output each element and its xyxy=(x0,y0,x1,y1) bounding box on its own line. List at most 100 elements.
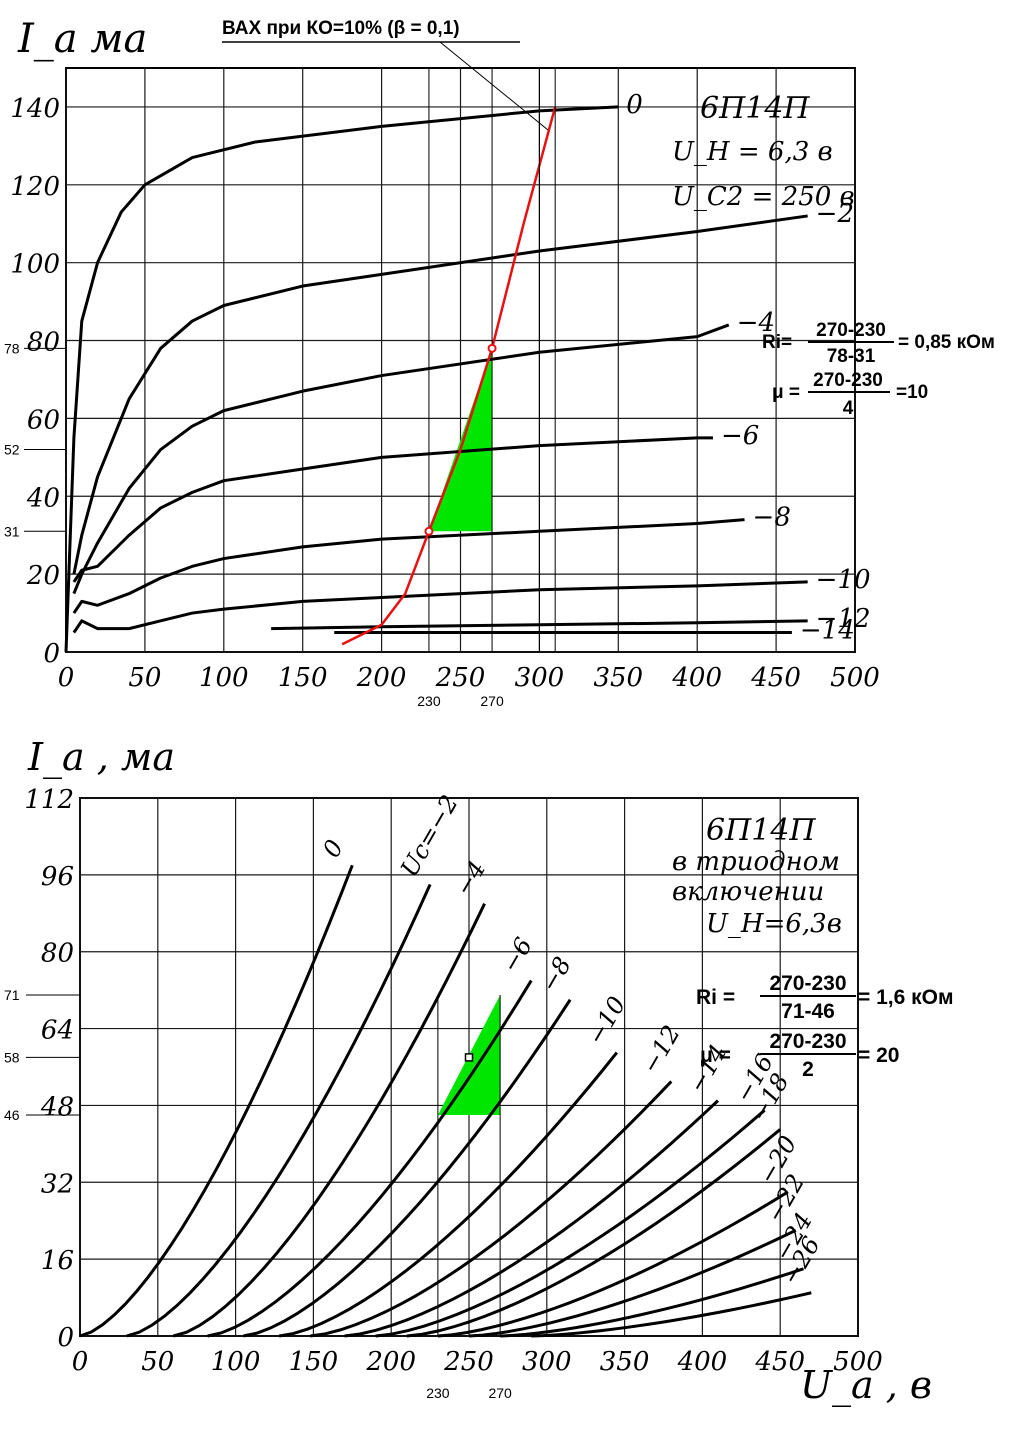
triode-curve-label: 0 xyxy=(317,835,349,862)
bottom-mark-top: 230 xyxy=(417,693,441,709)
operating-point-bottom xyxy=(464,1053,474,1062)
curve-label-top: −2 xyxy=(816,199,854,229)
bottom-mark-bottom: 270 xyxy=(488,1385,512,1401)
triode-curve xyxy=(310,1080,673,1338)
curve-ug--6 xyxy=(72,436,713,583)
subtitle-bottom: U_Н=6,3в xyxy=(706,909,842,939)
x-tick-label-top: 150 xyxy=(278,663,328,693)
ri-formula-num-top: 270-230 xyxy=(816,320,886,341)
mu-formula-suffix-top: =10 xyxy=(896,382,928,403)
triode-curve xyxy=(344,1099,719,1338)
x-tick-label-top: 50 xyxy=(128,663,161,693)
mu-formula-num-bottom: 270-230 xyxy=(769,1030,846,1053)
curve-label-top: −14 xyxy=(800,616,855,646)
x-axis-label-bottom: U_a , в xyxy=(800,1363,932,1408)
y-tick-label-top: 80 xyxy=(27,328,60,358)
operating-point-top xyxy=(424,526,434,536)
left-mark-bottom: 58 xyxy=(4,1049,20,1065)
curve-label-top: −4 xyxy=(737,308,775,338)
curve-ug--2 xyxy=(72,214,808,575)
x-tick-label-bottom: 200 xyxy=(365,1347,416,1377)
triode-curve xyxy=(375,1109,766,1338)
triode-curve-label: −10 xyxy=(582,992,632,1050)
triode-curve xyxy=(468,1228,797,1338)
triode-curve xyxy=(278,1051,618,1338)
x-tick-label-top: 450 xyxy=(750,663,801,693)
ri-formula-prefix-bottom: Ri = xyxy=(696,986,735,1009)
triode-curve xyxy=(500,1267,805,1338)
curve-label-top: −6 xyxy=(721,421,759,451)
x-tick-label-top: 350 xyxy=(593,663,643,693)
subtitle-bottom: в триодном xyxy=(672,847,840,877)
ri-formula-suffix-top: = 0,85 кОм xyxy=(898,332,995,353)
x-tick-label-bottom: 100 xyxy=(211,1347,261,1377)
ri-formula-num-bottom: 270-230 xyxy=(769,972,846,995)
triode-curve xyxy=(126,883,432,1338)
triode-curve xyxy=(79,864,354,1338)
mu-formula-num-top: 270-230 xyxy=(813,370,883,391)
x-tick-label-top: 0 xyxy=(58,663,75,693)
curve-ug--10 xyxy=(72,580,808,634)
vax-curve xyxy=(341,106,557,646)
curve-ug--4 xyxy=(72,323,730,595)
triode-curve-label: −6 xyxy=(496,933,538,978)
x-tick-label-bottom: 450 xyxy=(754,1347,805,1377)
curve-label-top: −12 xyxy=(816,604,871,634)
x-tick-label-top: 200 xyxy=(356,663,407,693)
triode-curve-label: −12 xyxy=(636,1021,686,1079)
triode-curve xyxy=(243,998,572,1338)
operating-point-top xyxy=(487,343,497,353)
x-tick-label-bottom: 350 xyxy=(600,1347,650,1377)
triode-curve xyxy=(437,1190,789,1338)
curve-label-top: −8 xyxy=(753,503,791,533)
ri-triangle-top xyxy=(428,348,493,532)
x-tick-label-bottom: 250 xyxy=(443,1347,494,1377)
triode-curve-label: Uc=−2 xyxy=(395,790,464,881)
mu-formula-den-top: 4 xyxy=(843,398,854,419)
triode-curve-label: −4 xyxy=(450,856,492,901)
left-mark-top: 52 xyxy=(4,442,20,458)
triode-curve-label: −8 xyxy=(535,952,577,997)
y-tick-label-top: 100 xyxy=(10,250,60,280)
triode-curve xyxy=(172,903,486,1338)
y-tick-label-top: 60 xyxy=(27,405,60,435)
y-tick-label-top: 40 xyxy=(26,483,60,513)
y-tick-label-top: 140 xyxy=(10,94,60,124)
curve-label-top: 0 xyxy=(626,90,643,120)
triode-curve xyxy=(406,1128,782,1338)
y-tick-label-bottom: 48 xyxy=(40,1092,74,1122)
x-tick-label-bottom: 50 xyxy=(141,1347,174,1377)
x-tick-label-top: 400 xyxy=(671,663,722,693)
x-tick-label-top: 500 xyxy=(830,663,880,693)
y-tick-label-top: 20 xyxy=(26,561,60,591)
x-tick-label-bottom: 500 xyxy=(833,1347,883,1377)
left-mark-top: 31 xyxy=(4,523,20,539)
y-tick-label-bottom: 0 xyxy=(57,1323,74,1353)
triode-curve xyxy=(531,1291,812,1338)
left-mark-bottom: 46 xyxy=(4,1107,20,1123)
x-tick-label-bottom: 300 xyxy=(522,1347,572,1377)
mu-formula-prefix-bottom: μ = xyxy=(700,1044,731,1067)
ri-formula-suffix-bottom: = 1,6 кОм xyxy=(858,986,954,1009)
curve-ug--8 xyxy=(72,518,745,614)
bottom-mark-top: 270 xyxy=(480,693,504,709)
ri-formula-den-top: 78-31 xyxy=(827,346,876,367)
subtitle-top: U_C2 = 250 в xyxy=(672,182,855,212)
tube-title-bottom: 6П14П xyxy=(706,813,816,848)
mu-formula-suffix-bottom: = 20 xyxy=(858,1044,899,1067)
left-mark-top: 78 xyxy=(4,340,20,356)
y-axis-label-top: I_a ма xyxy=(17,16,147,62)
ri-formula-den-bottom: 71-46 xyxy=(781,1000,835,1023)
tube-title-top: 6П14П xyxy=(700,91,810,126)
y-tick-label-bottom: 80 xyxy=(41,939,74,969)
y-tick-label-bottom: 96 xyxy=(41,862,74,892)
y-tick-label-top: 120 xyxy=(10,172,60,202)
subtitle-top: U_Н = 6,3 в xyxy=(672,137,833,167)
x-tick-label-top: 100 xyxy=(199,663,249,693)
ri-formula-prefix-top: Ri= xyxy=(762,332,792,353)
y-tick-label-bottom: 16 xyxy=(41,1246,74,1276)
mu-formula-prefix-top: μ = xyxy=(772,382,800,403)
y-tick-label-top: 0 xyxy=(43,639,60,669)
left-mark-bottom: 71 xyxy=(4,987,20,1003)
